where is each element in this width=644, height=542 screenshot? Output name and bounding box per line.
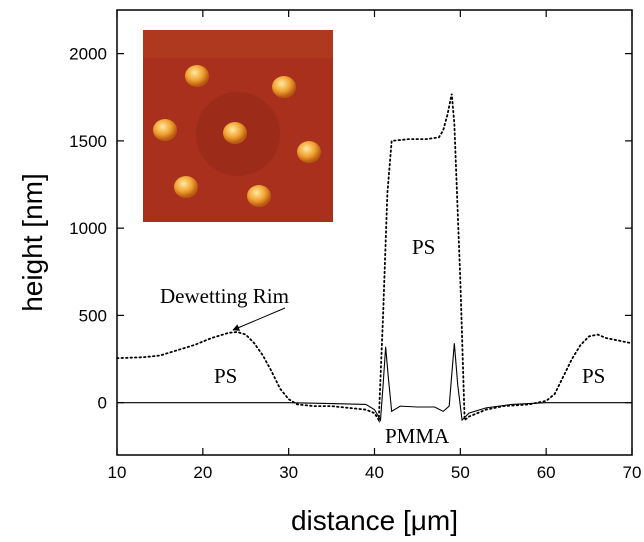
y-tick-label: 2000 [69,45,107,64]
annotation: PS [214,364,237,388]
x-tick-label: 50 [451,463,470,482]
y-axis-label: height [nm] [17,173,48,312]
x-tick-label: 70 [623,463,642,482]
series-line [117,343,632,420]
annotation-arrow [233,308,285,330]
x-tick-label: 30 [279,463,298,482]
x-tick-label: 20 [193,463,212,482]
y-tick-label: 0 [98,394,107,413]
annotation: Dewetting Rim [160,284,289,308]
y-tick-label: 1500 [69,132,107,151]
annotation: PS [412,235,435,259]
x-tick-label: 40 [365,463,384,482]
inset-image [143,30,333,222]
x-tick-label: 10 [108,463,127,482]
chart: 10 20 30 40 50 60 70 0 500 1000 1500 2000 distance [… [0,0,644,537]
y-tick-label: 1000 [69,219,107,238]
annotation: PMMA [385,424,450,448]
annotation: PS [582,364,605,388]
x-axis-label: distance [μm] [291,505,458,536]
y-tick-label: 500 [79,306,107,325]
x-tick-label: 60 [537,463,556,482]
